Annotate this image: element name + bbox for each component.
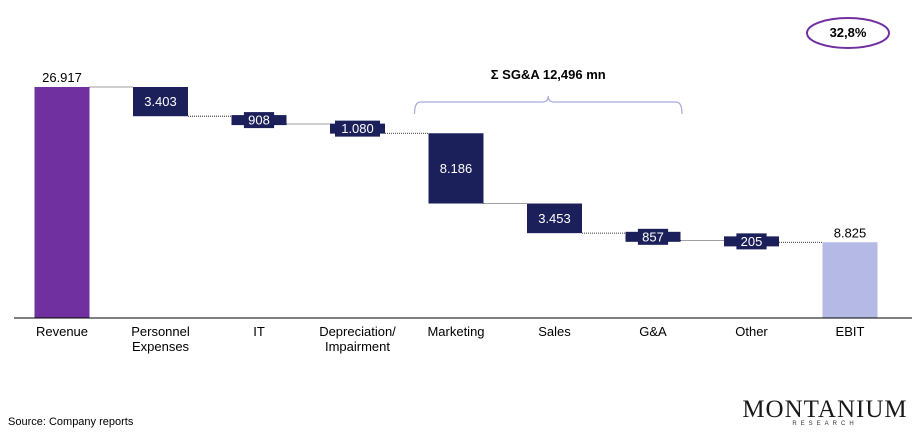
category-labels: Revenue Personnel Expenses IT Depreciation/I… <box>36 324 865 354</box>
value-label-2: 3.403 <box>144 94 177 109</box>
montanium-logo: MONTANIUM RESEARCH <box>740 396 910 430</box>
bar-2 <box>133 87 188 117</box>
sga-bracket-label: Σ SG&A 12,496 mn <box>491 67 606 82</box>
value-label-bg-3 <box>243 112 275 129</box>
value-label-8: 205 <box>741 234 763 249</box>
value-label-7: 857 <box>642 229 664 244</box>
value-label-5: 8.186 <box>440 161 473 176</box>
value-label-4: 1.080 <box>341 121 374 136</box>
connector-lines <box>89 86 823 243</box>
value-label-bg-7 <box>637 228 669 245</box>
bar-9 <box>822 242 878 318</box>
value-label-1: 26.917 <box>42 70 82 85</box>
logo-subtitle: RESEARCH <box>792 421 858 427</box>
bars <box>34 87 878 318</box>
sga-bracket <box>413 95 683 115</box>
value-label-bg-4 <box>335 120 380 137</box>
margin-callout-text: 32,8% <box>830 25 867 40</box>
category-label-8: Other <box>735 324 768 339</box>
category-label-6: Sales <box>538 324 571 339</box>
category-label-9: EBIT <box>836 324 865 339</box>
source-note: Source: Company reports <box>8 416 134 428</box>
value-label-bg-8 <box>736 233 767 250</box>
category-label-7: G&A <box>639 324 667 339</box>
logo-name: MONTANIUM <box>742 396 908 423</box>
value-labels: 26.917 3.403 908 1.080 8.186 3.453 857 205 8.825 <box>42 70 867 250</box>
margin-callout-ellipse <box>806 17 890 49</box>
bar-6 <box>527 203 582 234</box>
category-label-1: Revenue <box>36 324 88 339</box>
bar-1 <box>34 87 90 318</box>
category-label-2: Personnel Expenses <box>131 324 190 354</box>
value-label-9: 8.825 <box>834 225 867 240</box>
value-label-3: 908 <box>248 113 270 128</box>
category-label-4: Depreciation/Impairment <box>319 324 396 354</box>
bar-5 <box>428 133 484 204</box>
category-label-5: Marketing <box>427 324 484 339</box>
value-label-6: 3.453 <box>538 211 571 226</box>
category-label-3: IT <box>253 324 265 339</box>
